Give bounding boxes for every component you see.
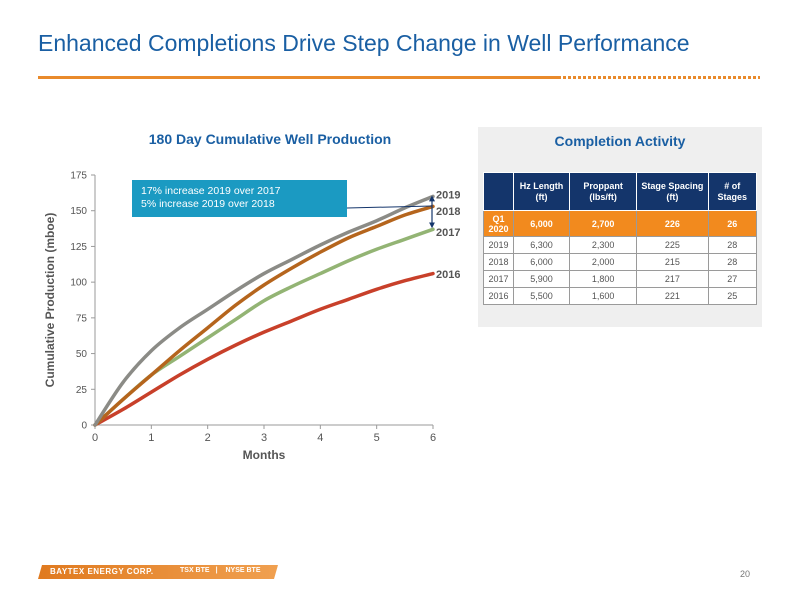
table-cell: 221: [636, 287, 709, 305]
y-tick-label: 75: [76, 313, 88, 324]
completion-activity-panel: Completion Activity Hz Length (ft) Propp…: [478, 127, 762, 327]
x-axis-label: Months: [243, 448, 286, 462]
series-line-2016: [93, 271, 435, 427]
ticker-separator: |: [215, 567, 218, 574]
x-tick-label: 3: [261, 432, 267, 444]
table-cell: 2019: [483, 236, 514, 254]
chart-title: 180 Day Cumulative Well Production: [148, 131, 392, 147]
y-axis-label: Cumulative Production (mboe): [43, 213, 57, 388]
table-header-proppant: Proppant (lbs/ft): [569, 172, 638, 211]
series-line-2018: [93, 204, 435, 427]
increase-callout: 17% increase 2019 over 2017 5% increase …: [132, 180, 347, 217]
table-header-stages: # of Stages: [707, 172, 757, 211]
x-tick-label: 6: [430, 432, 436, 444]
x-tick-label: 1: [148, 432, 154, 444]
y-tick-label: 0: [81, 421, 87, 432]
completion-activity-title: Completion Activity: [554, 133, 686, 149]
table-header-stage-spacing: Stage Spacing (ft): [636, 172, 709, 211]
table-header-year: [483, 172, 514, 211]
title-divider-hatched: [558, 76, 760, 79]
slide-title: Enhanced Completions Drive Step Change i…: [38, 30, 690, 56]
table-cell: 28: [707, 236, 757, 254]
table-cell: 217: [636, 270, 709, 288]
table-cell: 5,500: [512, 287, 571, 305]
y-tick-label: 150: [70, 206, 87, 217]
page-number: 20: [740, 569, 751, 579]
table-cell: 5,900: [512, 270, 571, 288]
series-line-2019: [93, 194, 435, 427]
x-tick-label: 2: [205, 432, 211, 444]
series-label-2016: 2016: [436, 269, 460, 281]
series-label-2017: 2017: [436, 227, 460, 239]
table-cell: 26: [707, 210, 757, 237]
table-cell: 1,800: [569, 270, 638, 288]
tsx-ticker: TSX BTE: [180, 567, 210, 574]
table-cell: 1,600: [569, 287, 638, 305]
table-cell: 2,000: [569, 253, 638, 271]
x-tick-label: 4: [317, 432, 323, 444]
table-cell: 25: [707, 287, 757, 305]
table-row-q1-2020: Q1 2020 6,000 2,700 226 26: [483, 210, 757, 237]
table-cell: 215: [636, 253, 709, 271]
y-tick-label: 175: [70, 171, 87, 182]
table-cell: 226: [636, 210, 709, 237]
title-divider-solid: [38, 76, 558, 79]
table-header-row: Hz Length (ft) Proppant (lbs/ft) Stage S…: [483, 172, 757, 211]
completion-activity-table: Hz Length (ft) Proppant (lbs/ft) Stage S…: [483, 172, 757, 305]
callout-line-2: 5% increase 2019 over 2018: [141, 198, 275, 210]
footer-company-logo: BAYTEX ENERGY CORP.: [50, 567, 154, 576]
production-line-chart: 0 25 50 75 100 125 150 175 0 1 2 3 4 5 6 Months Cumulati…: [43, 171, 460, 463]
callout-line-1: 17% increase 2019 over 2017: [141, 185, 281, 197]
series-label-2019: 2019: [436, 189, 460, 201]
x-tick-label: 0: [92, 432, 98, 444]
table-cell: 6,000: [512, 210, 571, 237]
table-cell: Q1 2020: [483, 210, 514, 237]
y-tick-label: 25: [76, 385, 88, 396]
table-cell: 6,000: [512, 253, 571, 271]
table-cell: 2018: [483, 253, 514, 271]
title-divider: [38, 76, 760, 80]
y-tick-label: 50: [76, 349, 88, 360]
series-label-2018: 2018: [436, 206, 460, 218]
table-row-2016: 2016 5,500 1,600 221 25: [483, 287, 757, 305]
nyse-ticker: NYSE BTE: [225, 567, 261, 574]
callout-connector: [346, 205, 433, 209]
table-cell: 2017: [483, 270, 514, 288]
table-header-hz-length: Hz Length (ft): [512, 172, 571, 211]
table-cell: 2,300: [569, 236, 638, 254]
table-row-2018: 2018 6,000 2,000 215 28: [483, 253, 757, 271]
table-cell: 28: [707, 253, 757, 271]
table-cell: 2,700: [569, 210, 638, 237]
table-row-2017: 2017 5,900 1,800 217 27: [483, 270, 757, 288]
y-tick-label: 125: [70, 242, 87, 253]
x-tick-label: 5: [374, 432, 380, 444]
table-row-2019: 2019 6,300 2,300 225 28: [483, 236, 757, 254]
table-cell: 225: [636, 236, 709, 254]
table-cell: 6,300: [512, 236, 571, 254]
footer-tickers: TSX BTE | NYSE BTE: [180, 567, 267, 574]
y-tick-label: 100: [70, 278, 87, 289]
table-cell: 2016: [483, 287, 514, 305]
table-cell: 27: [707, 270, 757, 288]
footer-bar: [38, 565, 278, 579]
